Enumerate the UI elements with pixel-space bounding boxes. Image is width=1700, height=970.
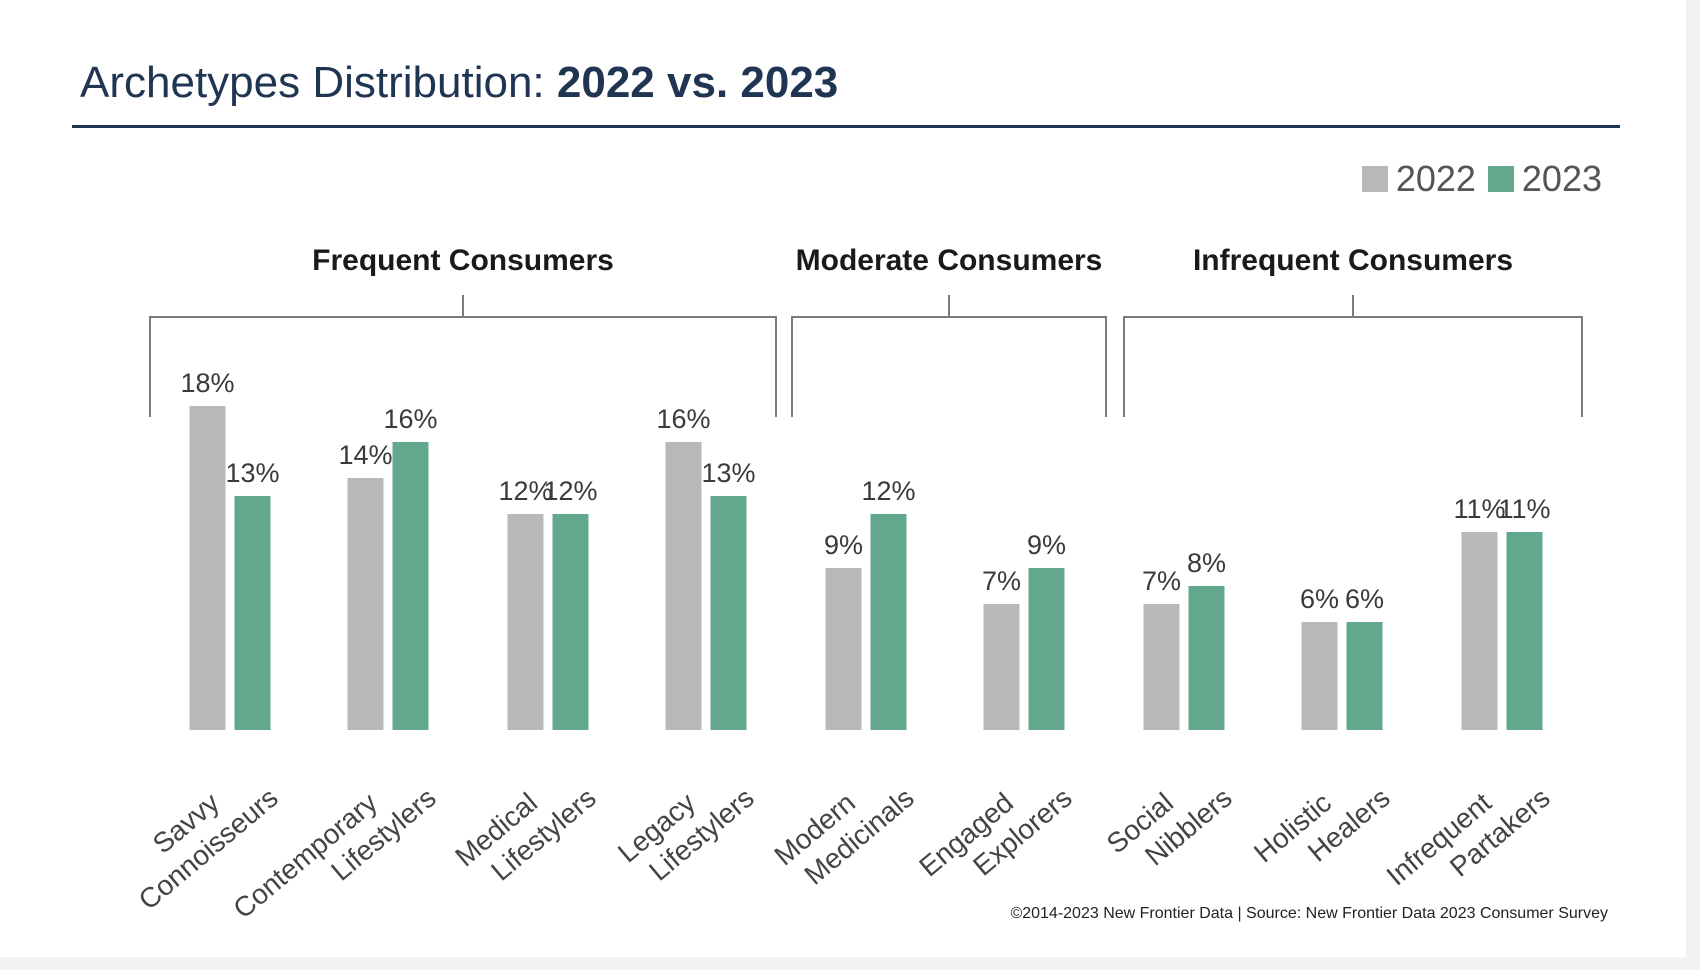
bar-2022-engaged-explorers: [983, 604, 1020, 730]
bar-2023-infrequent-partakers: [1506, 532, 1543, 730]
title-divider: [72, 125, 1620, 128]
value-label-2022-legacy-lifestylers: 16%: [656, 404, 710, 434]
source-credit: ©2014-2023 New Frontier Data | Source: N…: [1010, 905, 1608, 922]
category-label-engaged-explorers: EngagedExplorers: [913, 756, 1077, 909]
bar-2023-holistic-healers: [1346, 622, 1383, 730]
legend-label-2023: 2023: [1521, 158, 1602, 199]
category-label-social-nibblers: SocialNibblers: [1101, 756, 1238, 886]
value-label-2022-medical-lifestylers: 12%: [498, 476, 552, 506]
value-label-2022-modern-medicinals: 9%: [824, 530, 863, 560]
bar-2023-legacy-lifestylers: [710, 496, 747, 730]
bar-2023-savvy-connoisseurs: [234, 496, 271, 730]
category-label-legacy-lifestylers: LegacyLifestylers: [612, 756, 760, 895]
bar-2022-medical-lifestylers: [507, 514, 544, 730]
group-label-moderate-consumers: Moderate Consumers: [796, 244, 1103, 277]
bar-2023-medical-lifestylers: [552, 514, 589, 730]
legend-item-2022: 2022: [1361, 158, 1476, 200]
chart-title: Archetypes Distribution: 2022 vs. 2023: [80, 58, 838, 108]
bar-2022-modern-medicinals: [825, 568, 862, 730]
group-bracket-frequent-consumers: [149, 295, 777, 417]
value-label-2023-contemporary-lifestylers: 16%: [383, 404, 437, 434]
legend-label-2022: 2022: [1395, 158, 1476, 199]
chart-title-regular: Archetypes Distribution:: [80, 58, 545, 107]
bar-2023-engaged-explorers: [1028, 568, 1065, 730]
value-label-2023-savvy-connoisseurs: 13%: [225, 458, 279, 488]
group-label-infrequent-consumers: Infrequent Consumers: [1193, 244, 1513, 277]
group-bracket-moderate-consumers: [791, 295, 1107, 417]
value-label-2023-holistic-healers: 6%: [1345, 584, 1384, 614]
chart-card: Archetypes Distribution: 2022 vs. 2023 2…: [0, 0, 1686, 957]
bar-2022-infrequent-partakers: [1461, 532, 1498, 730]
value-label-2023-modern-medicinals: 12%: [861, 476, 915, 506]
group-label-frequent-consumers: Frequent Consumers: [312, 244, 614, 277]
value-label-2023-legacy-lifestylers: 13%: [701, 458, 755, 488]
value-label-2023-medical-lifestylers: 12%: [543, 476, 597, 506]
bar-2022-holistic-healers: [1301, 622, 1338, 730]
category-label-infrequent-partakers: InfrequentPartakers: [1381, 756, 1556, 918]
bar-2022-social-nibblers: [1143, 604, 1180, 730]
value-label-2022-holistic-healers: 6%: [1300, 584, 1339, 614]
value-label-2022-infrequent-partakers: 11%: [1453, 494, 1505, 524]
bar-2023-contemporary-lifestylers: [392, 442, 429, 730]
value-label-2022-savvy-connoisseurs: 18%: [180, 368, 234, 398]
value-label-2022-social-nibblers: 7%: [1142, 566, 1181, 596]
chart-legend: 2022 2023: [1361, 158, 1602, 200]
bar-2023-modern-medicinals: [870, 514, 907, 730]
category-label-medical-lifestylers: MedicalLifestylers: [449, 756, 601, 899]
value-label-2022-contemporary-lifestylers: 14%: [338, 440, 392, 470]
value-label-2023-social-nibblers: 8%: [1187, 548, 1226, 578]
group-bracket-infrequent-consumers: [1123, 295, 1583, 417]
bar-2023-social-nibblers: [1188, 586, 1225, 730]
bar-2022-savvy-connoisseurs: [189, 406, 226, 730]
value-label-2023-engaged-explorers: 9%: [1027, 530, 1066, 560]
bar-2022-contemporary-lifestylers: [347, 478, 384, 730]
legend-swatch-2022: [1361, 166, 1388, 192]
value-label-2022-engaged-explorers: 7%: [982, 566, 1021, 596]
chart-title-bold: 2022 vs. 2023: [556, 58, 839, 107]
value-label-2023-infrequent-partakers: 11%: [1498, 494, 1550, 524]
category-label-holistic-healers: HolisticHealers: [1248, 756, 1396, 895]
bar-2022-legacy-lifestylers: [665, 442, 702, 730]
legend-swatch-2023: [1487, 166, 1514, 192]
legend-item-2023: 2023: [1487, 158, 1602, 200]
category-label-modern-medicinals: ModernMedicinals: [768, 756, 919, 898]
